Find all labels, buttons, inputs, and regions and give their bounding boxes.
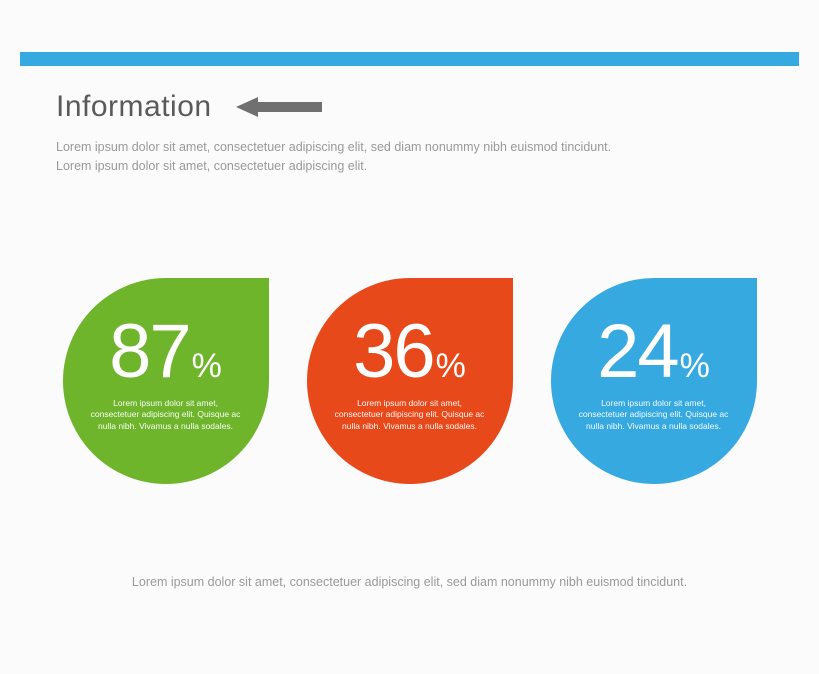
- stat-drop: 36% Lorem ipsum dolor sit amet, consectet…: [307, 278, 513, 484]
- header-subtitle: Lorem ipsum dolor sit amet, consectetuer…: [56, 138, 696, 177]
- title-row: Information: [56, 90, 763, 124]
- arrow-left-icon: [236, 97, 322, 117]
- stat-body: Lorem ipsum dolor sit amet, consectetuer…: [335, 398, 485, 432]
- footer-text: Lorem ipsum dolor sit amet, consectetuer…: [0, 575, 819, 589]
- stat-value-row: 24%: [551, 314, 757, 390]
- stat-value-row: 87%: [63, 314, 269, 390]
- top-accent-bar: [20, 52, 799, 66]
- stat-drop: 87% Lorem ipsum dolor sit amet, consectet…: [63, 278, 269, 484]
- stat-value: 87: [109, 314, 190, 390]
- percent-sign: %: [680, 349, 710, 383]
- stat-value: 36: [353, 314, 434, 390]
- stat-body: Lorem ipsum dolor sit amet, consectetuer…: [91, 398, 241, 432]
- stat-value: 24: [597, 314, 678, 390]
- stat-value-row: 36%: [307, 314, 513, 390]
- percent-sign: %: [436, 349, 466, 383]
- stat-drops: 87% Lorem ipsum dolor sit amet, consectet…: [0, 278, 819, 484]
- stat-body: Lorem ipsum dolor sit amet, consectetuer…: [579, 398, 729, 432]
- page-title: Information: [56, 90, 212, 124]
- stat-drop: 24% Lorem ipsum dolor sit amet, consectet…: [551, 278, 757, 484]
- header: Information Lorem ipsum dolor sit amet, …: [56, 90, 763, 177]
- percent-sign: %: [192, 349, 222, 383]
